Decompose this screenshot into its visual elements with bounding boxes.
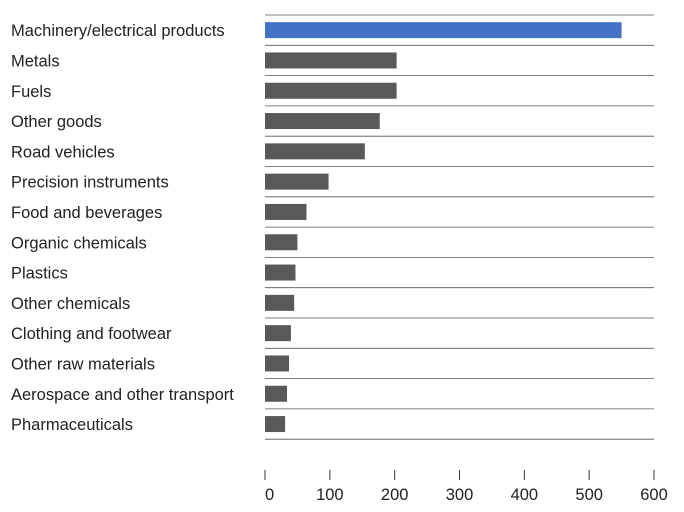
category-label: Food and beverages <box>11 204 162 222</box>
bar-plastics <box>265 264 296 281</box>
category-label: Precision instruments <box>11 174 169 192</box>
category-label: Fuels <box>11 83 51 101</box>
category-label: Other goods <box>11 113 102 131</box>
bar-machinery-electrical-products <box>265 22 622 39</box>
x-tick-label: 600 <box>640 486 668 504</box>
category-label: Clothing and footwear <box>11 325 172 343</box>
category-label: Pharmaceuticals <box>11 416 133 434</box>
bar-road-vehicles <box>265 143 365 160</box>
category-label: Aerospace and other transport <box>11 386 234 404</box>
bar-food-and-beverages <box>265 203 307 220</box>
category-label: Metals <box>11 52 60 70</box>
category-label: Other chemicals <box>11 295 130 313</box>
x-tick-label: 400 <box>511 486 539 504</box>
category-label: Machinery/electrical products <box>11 22 225 40</box>
bar-other-raw-materials <box>265 355 289 372</box>
bar-pharmaceuticals <box>265 416 286 433</box>
x-tick-label: 300 <box>446 486 474 504</box>
x-tick-label: 200 <box>381 486 409 504</box>
bar-other-chemicals <box>265 294 295 311</box>
bar-clothing-and-footwear <box>265 325 291 342</box>
bar-precision-instruments <box>265 173 329 190</box>
bar-aerospace-and-other-transport <box>265 385 288 402</box>
x-tick-label: 0 <box>265 486 274 504</box>
category-label: Road vehicles <box>11 143 115 161</box>
category-label: Organic chemicals <box>11 234 147 252</box>
category-label: Plastics <box>11 265 68 283</box>
category-label: Other raw materials <box>11 355 155 373</box>
bar-metals <box>265 52 397 69</box>
x-tick-label: 500 <box>575 486 603 504</box>
bar-other-goods <box>265 113 380 130</box>
x-tick-label: 100 <box>316 486 344 504</box>
bar-fuels <box>265 82 397 99</box>
bar-organic-chemicals <box>265 234 298 251</box>
